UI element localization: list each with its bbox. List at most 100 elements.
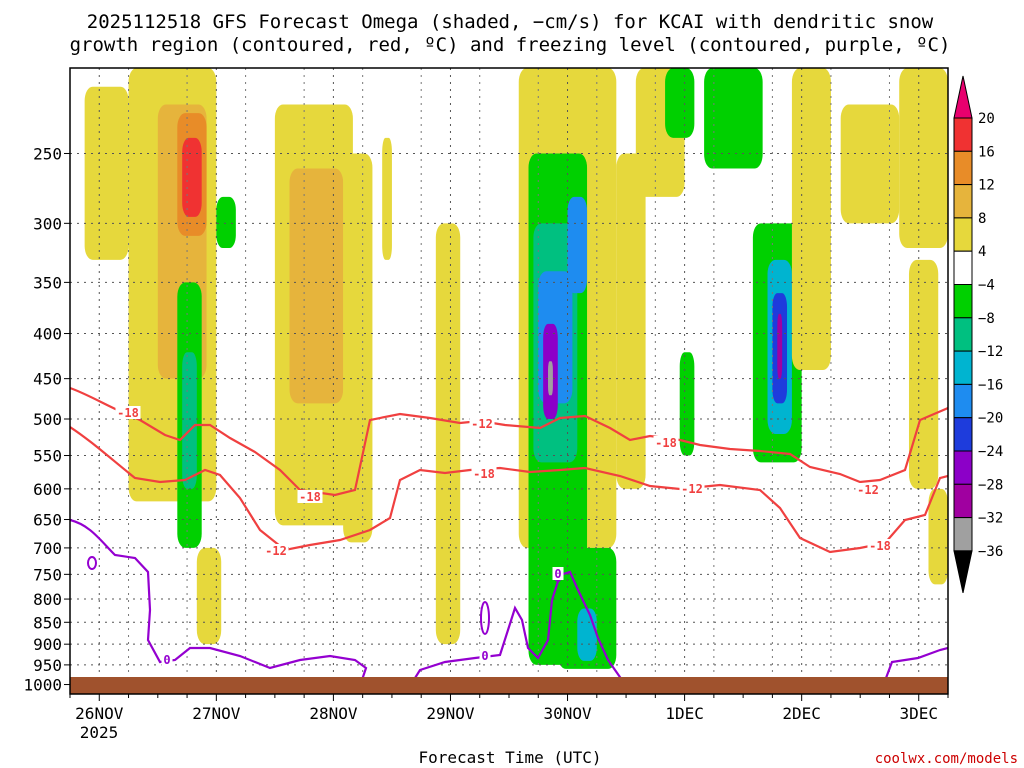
contour-label-0: 0: [554, 567, 561, 581]
contour-label--18: -18: [869, 539, 891, 553]
contour-labels: -18 -12 -18 -12 -18 -12 -18 -12 -18 0 0 0: [115, 406, 893, 667]
omega-shade-region-32: [791, 68, 831, 371]
contour-label--18: -18: [299, 490, 321, 504]
colorbar-label-9: −20: [978, 411, 1003, 427]
y-tick-label-700: 700: [33, 539, 62, 558]
plot-area: -18 -12 -18 -12 -18 -12 -18 -12 -18 0 0 0: [69, 67, 949, 695]
credit-label: coolwx.com/models: [875, 751, 1018, 767]
colorbar-swatch-1: [953, 117, 973, 152]
omega-shade-region-25: [665, 68, 695, 138]
y-tick-label-350: 350: [33, 273, 62, 292]
colorbar-label-1: 16: [978, 144, 995, 160]
y-tick-label-650: 650: [33, 511, 62, 530]
colorbar: 20 16 12 8 4 −4 −8 −12 −16 −20 −24 −28 −32 −36: [953, 75, 1003, 594]
contour-label-bg: [552, 567, 564, 580]
colorbar-swatch-11: [953, 450, 973, 485]
colorbar-swatch-6: [953, 284, 973, 319]
omega-shade-region-22: [577, 608, 597, 661]
colorbar-label-4: 4: [978, 244, 986, 260]
colorbar-label-7: −12: [978, 344, 1003, 360]
colorbar-swatch-10: [953, 417, 973, 452]
freezing-contour-small-loop: [87, 556, 97, 570]
x-tick-label-28NOV: 28NOV: [309, 704, 358, 723]
chart-title-line2: growth region (contoured, red, ºC) and f…: [70, 34, 951, 56]
contour-label-bg: [115, 406, 141, 419]
y-tick-label-1000: 1000: [23, 676, 62, 695]
omega-shade-region-11: [343, 153, 373, 543]
x-tick-label-2DEC: 2DEC: [782, 704, 821, 723]
omega-shade-region-12: [382, 137, 392, 260]
contour-label-bg: [263, 544, 289, 557]
omega-shade-region-8: [216, 196, 236, 249]
chart-title-line1: 2025112518 GFS Forecast Omega (shaded, −…: [87, 11, 934, 33]
y-tick-label-300: 300: [33, 214, 62, 233]
omega-shade-region-0: [84, 86, 129, 260]
omega-shade-region-26: [704, 68, 763, 169]
contour-label-bg: [679, 482, 705, 495]
colorbar-label-8: −16: [978, 377, 1003, 393]
x-tick-label-1DEC: 1DEC: [665, 704, 704, 723]
omega-shade-region-6: [182, 352, 197, 489]
colorbar-swatch-5: [953, 250, 973, 285]
freezing-contour-left: [70, 518, 368, 694]
omega-shade-region-4: [182, 137, 202, 217]
y-tick-label-850: 850: [33, 613, 62, 632]
omega-shade-region-34: [899, 68, 948, 249]
contour-label--12: -12: [471, 417, 493, 431]
contour-label--12: -12: [681, 482, 703, 496]
omega-shade-region-10: [289, 168, 344, 404]
omega-shade-region-7: [196, 547, 222, 645]
contour-label-bg: [297, 490, 323, 503]
contour-label-bg: [469, 417, 495, 430]
x-tick-label-30NOV: 30NOV: [543, 704, 592, 723]
y-tick-label-500: 500: [33, 410, 62, 429]
x-axis-title: Forecast Time (UTC): [418, 748, 601, 767]
colorbar-swatch-9: [953, 383, 973, 419]
x-tick-label-27NOV: 27NOV: [192, 704, 241, 723]
x-tick-label-3DEC: 3DEC: [899, 704, 938, 723]
colorbar-swatch-4: [953, 217, 973, 252]
colorbar-swatch-2: [953, 150, 973, 186]
omega-shade-region-20: [567, 196, 588, 294]
contour-label-bg: [867, 539, 893, 552]
freezing-contour-middle: [404, 570, 641, 694]
colorbar-label-5: −4: [978, 278, 995, 294]
colorbar-label-10: −24: [978, 444, 1003, 460]
ground-surface: [70, 677, 948, 694]
x-axis: 26NOV 27NOV 28NOV 29NOV 30NOV 1DEC 2DEC 3DEC: [69, 694, 949, 723]
y-tick-label-250: 250: [33, 144, 62, 163]
y-axis: 250 300 350 400 450 500 550 600 650 700 750 800 850 9…: [23, 144, 70, 695]
omega-shade-region-13: [435, 223, 461, 645]
x-year-label: 2025: [80, 723, 119, 742]
omega-shade-region-35: [908, 259, 939, 489]
colorbar-label-3: 8: [978, 211, 986, 227]
y-tick-label-950: 950: [33, 656, 62, 675]
freezing-contour-right: [878, 646, 948, 694]
colorbar-bottom-arrow: [953, 550, 973, 594]
contour-label--18: -18: [655, 436, 677, 450]
y-tick-label-400: 400: [33, 325, 62, 344]
omega-shade-region-31: [777, 313, 783, 379]
colorbar-label-12: −32: [978, 511, 1003, 527]
colorbar-swatch-8: [953, 350, 973, 385]
contour-label--18: -18: [117, 406, 139, 420]
y-tick-label-600: 600: [33, 480, 62, 499]
colorbar-swatch-3: [953, 184, 973, 219]
colorbar-label-6: −8: [978, 311, 995, 327]
colorbar-top-arrow: [953, 75, 973, 119]
colorbar-swatch-12: [953, 483, 973, 519]
omega-shade-region-33: [840, 104, 900, 224]
x-tick-label-29NOV: 29NOV: [426, 704, 475, 723]
y-tick-label-550: 550: [33, 447, 62, 466]
y-tick-label-900: 900: [33, 635, 62, 654]
contour-label--12: -12: [857, 483, 879, 497]
y-tick-label-750: 750: [33, 565, 62, 584]
omega-shade-region-19: [548, 361, 553, 396]
colorbar-label-13: −36: [978, 544, 1003, 560]
contour-label-bg: [479, 649, 491, 662]
y-tick-label-800: 800: [33, 590, 62, 609]
omega-shade-region-23: [616, 153, 646, 489]
contour-label--12: -12: [265, 544, 287, 558]
omega-shade-region-36: [928, 488, 948, 585]
